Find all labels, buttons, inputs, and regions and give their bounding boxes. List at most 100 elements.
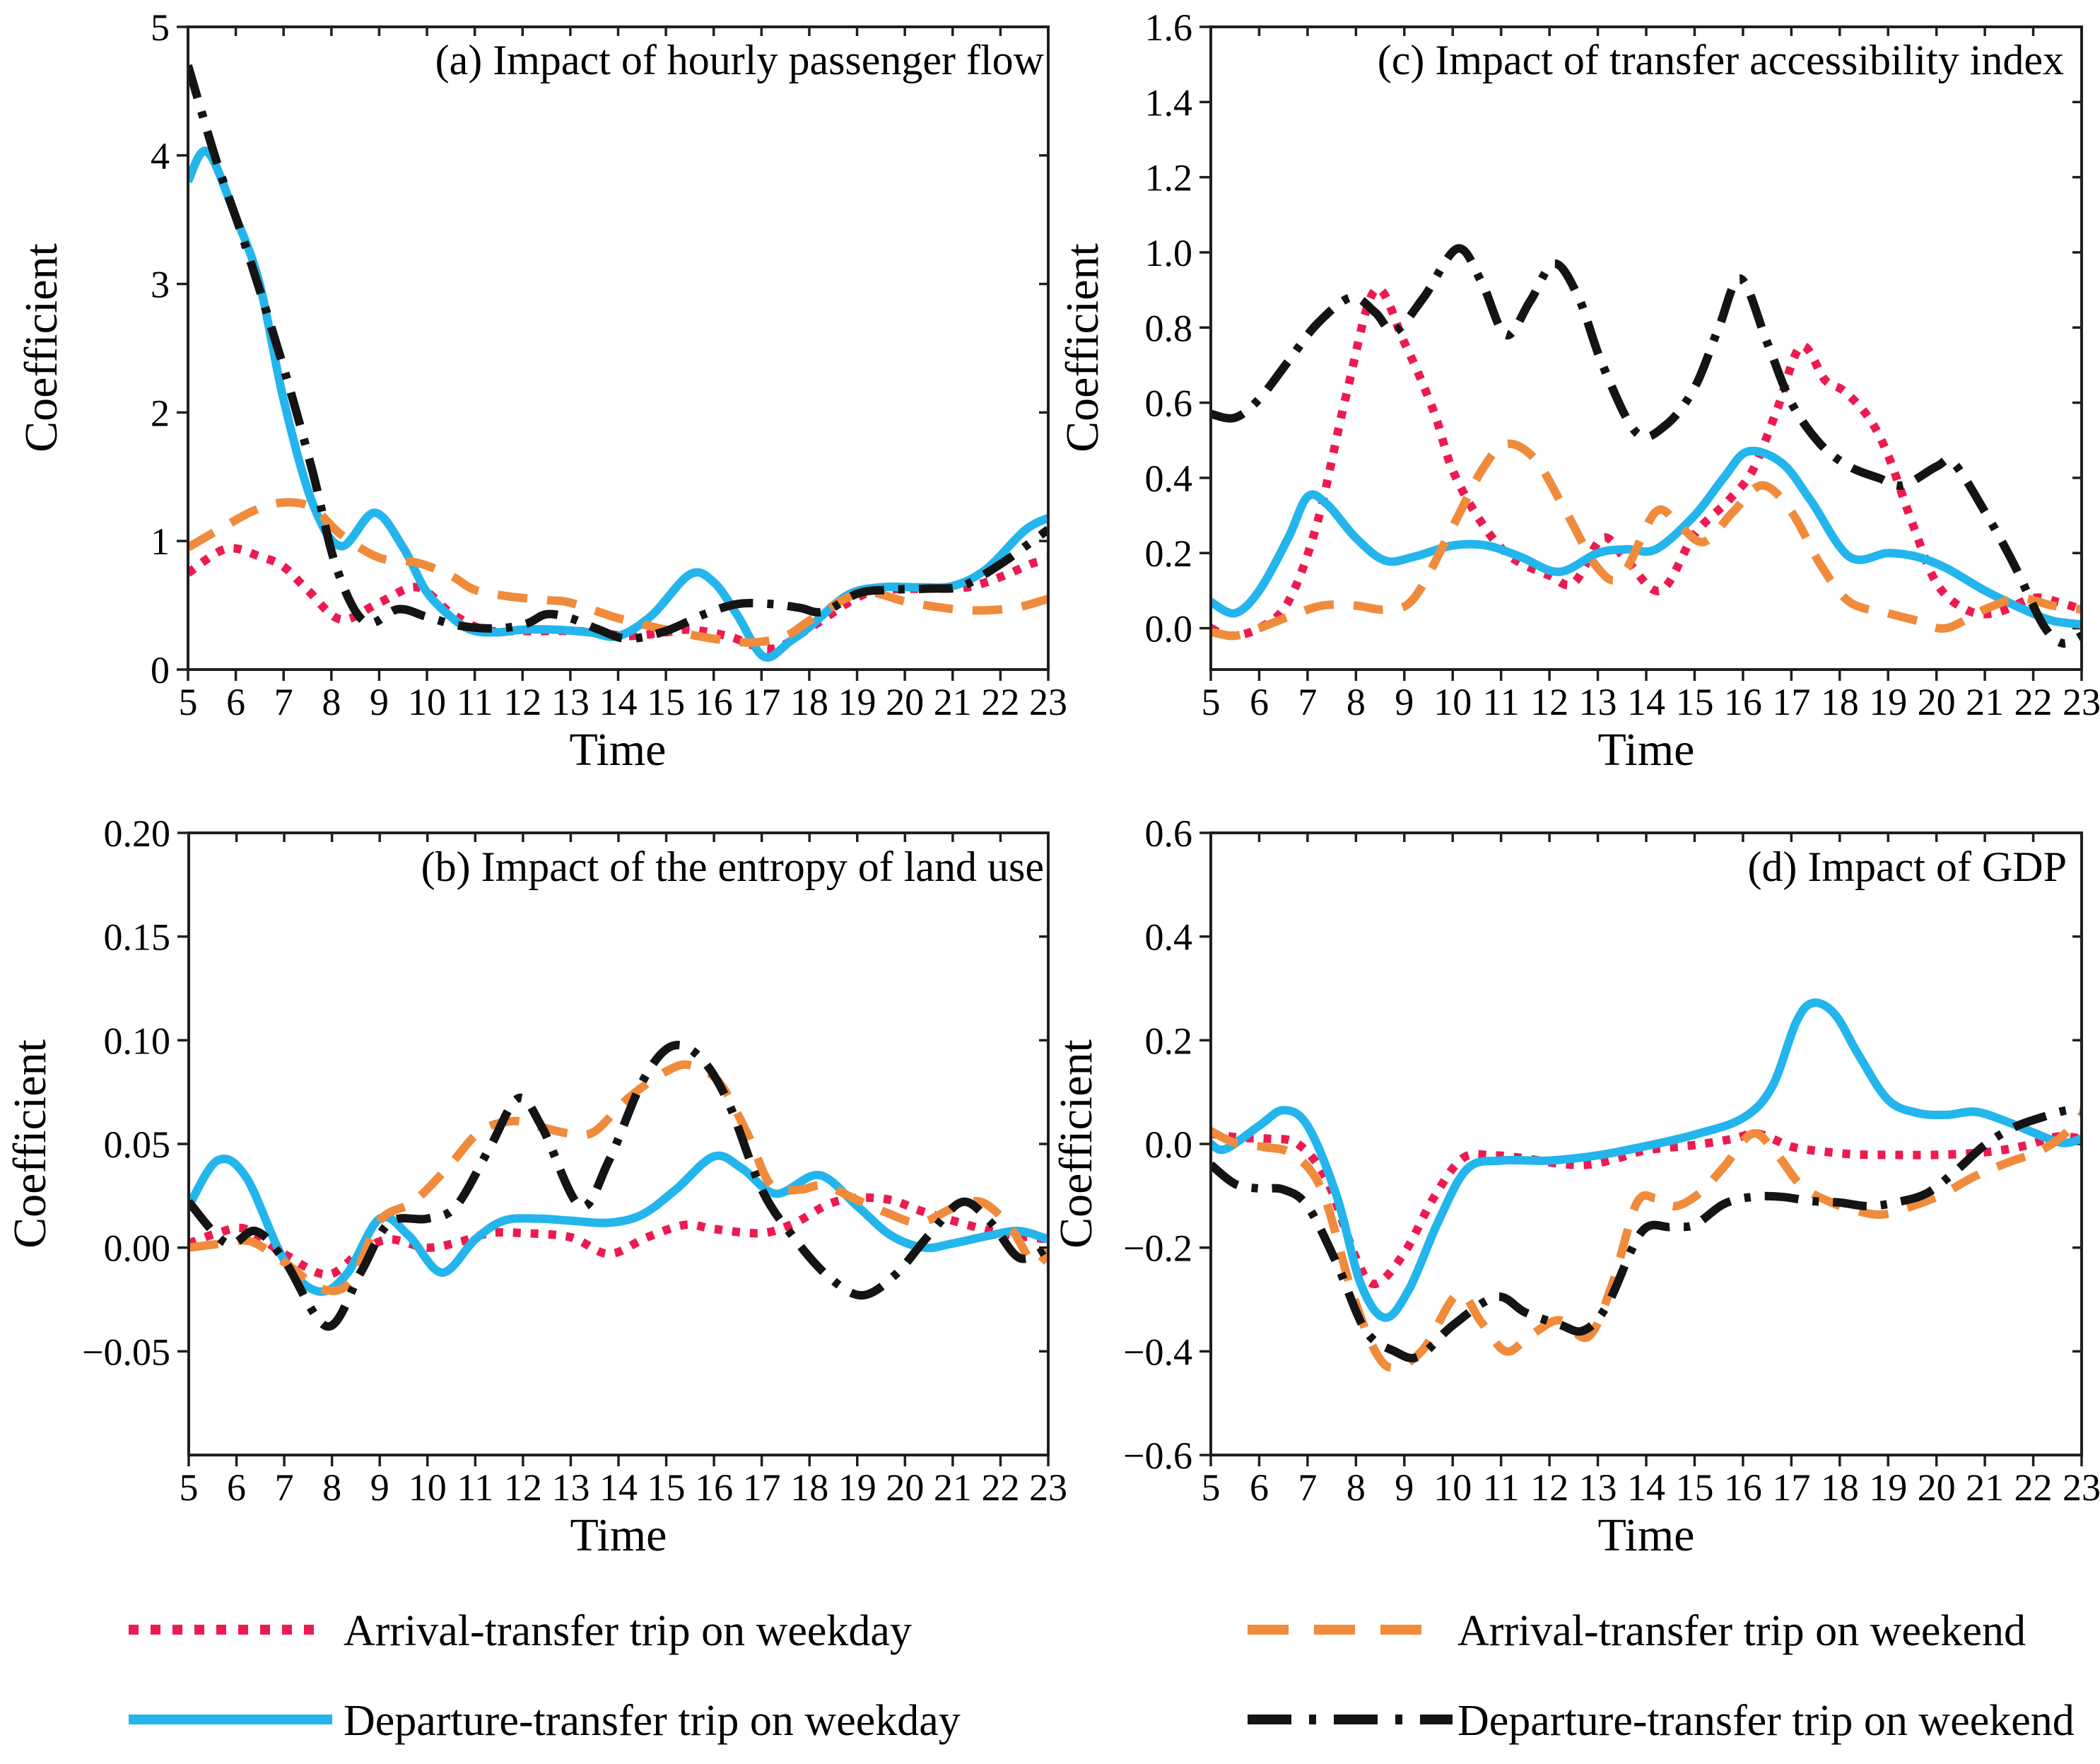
x-tick-label: 11 [457,1466,493,1509]
y-tick-label: 0.05 [104,1123,171,1166]
y-tick-label: 4 [151,135,170,177]
x-tick-label: 14 [599,1466,638,1509]
x-tick-label: 6 [226,681,245,723]
x-tick-label: 13 [1579,681,1617,723]
x-tick-label: 15 [647,1466,686,1509]
y-tick-label: 1.0 [1145,232,1193,274]
x-tick-label: 9 [1395,1466,1414,1509]
x-tick-label: 23 [1029,681,1067,723]
y-tick-label: 0.10 [104,1020,171,1062]
x-tick-label: 22 [981,1466,1019,1509]
x-tick-label: 6 [227,1466,246,1509]
y-tick-label: 0.6 [1145,382,1193,425]
x-tick-label: 14 [1627,681,1665,723]
x-tick-label: 5 [179,681,198,723]
x-tick-label: 10 [408,681,446,723]
y-tick-label: 2 [151,392,170,434]
x-tick-label: 19 [1869,1466,1907,1509]
y-tick-label: 1 [151,520,170,563]
y-tick-label: 0.4 [1145,457,1193,500]
y-tick-label: 0.4 [1145,916,1193,959]
x-tick-label: 6 [1250,1466,1269,1509]
panel-b: 5 6 7 8 9 10 11 12 13 14 15 16 17 18 19 20 21 22 23 0.20 0.1… [82,812,1067,1509]
x-tick-label: 20 [1918,1466,1956,1509]
y-tick-label: 0.20 [104,812,171,855]
x-tick-label: 12 [503,681,541,723]
x-tick-label: 15 [647,681,685,723]
x-tick-label: 22 [981,681,1019,723]
x-tick-label: 8 [1347,681,1366,723]
x-tick-label: 11 [1483,681,1520,723]
y-tick-label: 0.0 [1145,1123,1193,1166]
x-tick-label: 21 [934,1466,972,1509]
legend: Arrival-transfer trip on weekday Departu… [129,1607,2075,1745]
x-tick-label: 7 [1298,681,1317,723]
legend-label-departure-weekday: Departure-transfer trip on weekday [344,1697,961,1745]
y-tick-label: 0.2 [1145,532,1193,575]
y-tick-label: 0.0 [1145,608,1193,650]
x-tick-label: 21 [934,681,972,723]
series-arrival-weekday-panel-b [190,1193,1047,1279]
y-tick-label: 0 [151,649,170,691]
x-tick-label: 10 [409,1466,447,1509]
x-tick-label: 14 [1627,1466,1665,1509]
y-tick-label: 0.15 [104,916,171,959]
panels-layer: 5 6 7 8 9 10 11 12 13 14 15 16 17 18 19 20 21 22 230123455… [82,6,2100,1509]
y-tick-label: 1.2 [1145,157,1193,199]
series-departure-weekend-panel-c [1212,244,2080,648]
x-tick-label: 13 [1579,1466,1617,1509]
x-tick-label: 23 [2063,681,2100,723]
x-tick-label: 8 [322,681,341,723]
series-arrival-weekend-panel-d [1212,1112,2080,1372]
x-tick-label: 12 [504,1466,542,1509]
x-tick-label: 11 [1483,1466,1520,1509]
panel-a-title: (a) Impact of hourly passenger flow [435,37,1045,83]
series-departure-weekend-panel-d [1212,1105,2080,1362]
series-arrival-weekday-panel-a [189,544,1047,653]
panel-c-title: (c) Impact of transfer accessibility ind… [1378,37,2064,83]
x-tick-label: 5 [180,1466,199,1509]
y-tick-label: 1.6 [1145,6,1193,49]
series-departure-weekday-panel-a [189,146,1047,662]
x-tick-label: 23 [1029,1466,1067,1509]
x-tick-label: 18 [1821,1466,1859,1509]
x-tick-label: 18 [790,681,828,723]
x-tick-label: 9 [370,681,389,723]
x-tick-label: 16 [1724,1466,1762,1509]
panel-c-ylabel: Coefficient [1057,243,1108,452]
x-tick-label: 7 [275,1466,294,1509]
y-tick-label: −0.4 [1123,1331,1192,1373]
panel-a-ylabel: Coefficient [16,243,67,452]
panel-b-xlabel: Time [570,1509,667,1561]
x-tick-label: 20 [886,681,924,723]
x-tick-label: 7 [274,681,293,723]
legend-label-arrival-weekend: Arrival-transfer trip on weekend [1457,1607,2026,1655]
y-tick-label: −0.6 [1123,1435,1192,1477]
panel-a-axes-box [187,25,1050,671]
legend-label-departure-weekend: Departure-transfer trip on weekend [1457,1697,2075,1745]
x-tick-label: 9 [1395,681,1414,723]
x-tick-label: 13 [551,681,589,723]
panel-d: 5 6 7 8 9 10 11 12 13 14 15 16 17 18 19 20 21 22 23 0.6 0.4 0… [1123,812,2100,1509]
x-tick-label: 20 [886,1466,924,1509]
panel-d-xlabel: Time [1598,1509,1695,1561]
panel-d-ylabel: Coefficient [1050,1039,1102,1249]
y-tick-label: 5 [151,6,170,49]
x-tick-label: 17 [743,1466,781,1509]
y-tick-label: 0.8 [1145,307,1193,349]
x-tick-label: 20 [1918,681,1956,723]
x-tick-label: 15 [1675,681,1713,723]
x-tick-label: 18 [1821,681,1859,723]
x-tick-label: 19 [1869,681,1907,723]
x-tick-label: 5 [1202,681,1221,723]
x-tick-label: 14 [599,681,638,723]
x-tick-label: 10 [1433,681,1472,723]
panel-c-xlabel: Time [1598,724,1695,776]
y-tick-label: −0.05 [82,1331,170,1373]
y-tick-label: 0.2 [1145,1020,1193,1062]
x-tick-label: 6 [1250,681,1269,723]
x-tick-label: 16 [695,1466,733,1509]
x-tick-label: 5 [1202,1466,1221,1509]
